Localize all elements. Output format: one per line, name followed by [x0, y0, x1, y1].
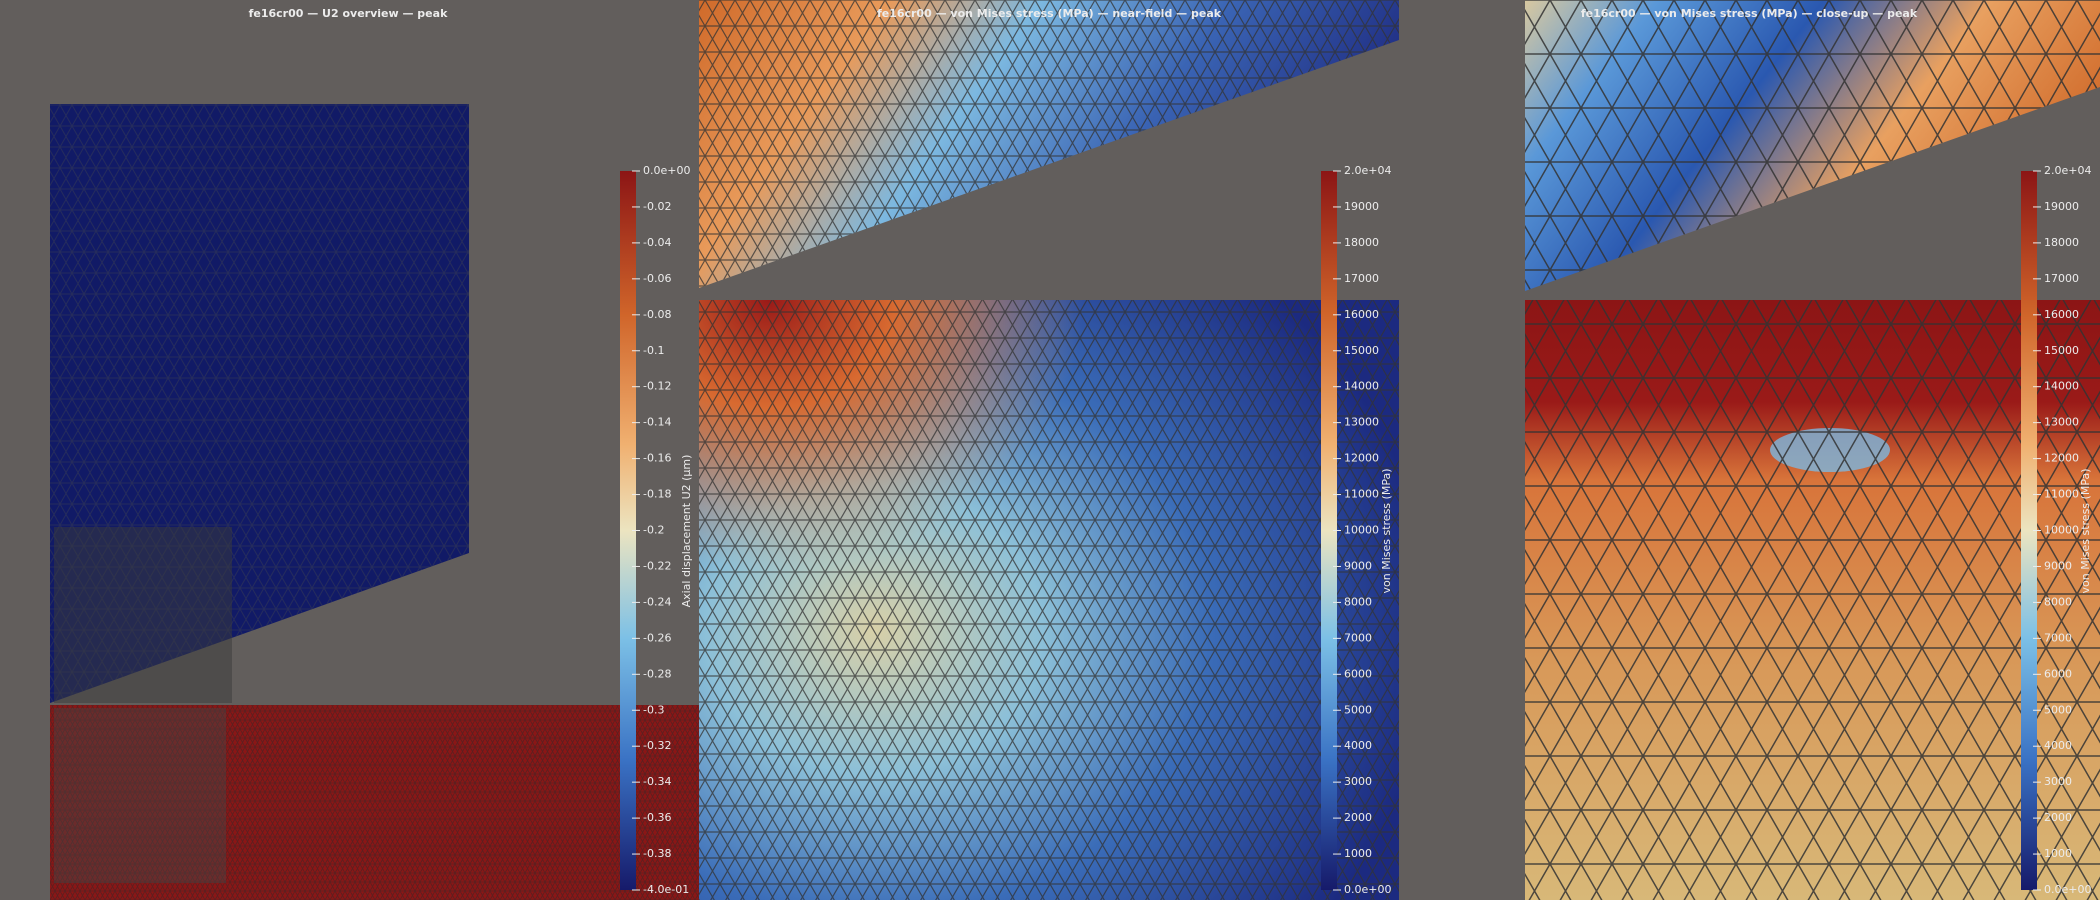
- colorbar-tick-label: 4000: [2044, 739, 2072, 752]
- colorbar-tick-label: -0.16: [643, 452, 671, 465]
- colorbar-tick-label: -0.28: [643, 667, 671, 680]
- mesh-lines: [699, 300, 1399, 900]
- colorbar-tick-label: 1000: [1344, 847, 1372, 860]
- colorbar-tick-label: 17000: [1344, 272, 1379, 285]
- colorbar-tick-label: -0.06: [643, 272, 671, 285]
- colorbar-tick-label: 4000: [1344, 739, 1372, 752]
- colorbar-tick-label: -0.38: [643, 847, 671, 860]
- panel-near-field: fe16cr00 — von Mises stress (MPa) — near…: [699, 0, 1399, 900]
- colorbar-tick-label: 8000: [1344, 595, 1372, 608]
- colorbar-tick-label: 10000: [2044, 524, 2079, 537]
- colorbar-tick-label: 3000: [2044, 775, 2072, 788]
- colorbar-tick-label: 18000: [2044, 236, 2079, 249]
- colorbar-tick-label: 13000: [2044, 416, 2079, 429]
- colorbar-tick-label: 11000: [2044, 488, 2079, 501]
- colorbar-tick-label: 1000: [2044, 847, 2072, 860]
- colorbar-tick-label: -0.34: [643, 775, 671, 788]
- colorbar-tick-label: -0.08: [643, 308, 671, 321]
- colorbar-title: Axial displacement U2 (μm): [680, 455, 693, 608]
- colorbar-tick-label: 2.0e+04: [1344, 164, 1391, 177]
- colorbar-tick-label: -0.2: [643, 524, 664, 537]
- colorbar-title: von Mises stress (MPa): [2079, 469, 2092, 594]
- colorbar-tick-label: 17000: [2044, 272, 2079, 285]
- colorbar-tick-label: -0.1: [643, 344, 664, 357]
- colorbar-tick-label: 9000: [2044, 559, 2072, 572]
- colorbar-tick-label: 7000: [1344, 631, 1372, 644]
- mesh-lines: [1525, 0, 2100, 291]
- colorbar-tick-label: -0.36: [643, 811, 671, 824]
- colorbar-tick-label: 10000: [1344, 524, 1379, 537]
- mesh-lines: [699, 0, 1399, 288]
- colorbar-tick-label: 19000: [2044, 200, 2079, 213]
- colorbar-tick-label: 7000: [2044, 631, 2072, 644]
- colorbar-tick-label: -0.12: [643, 380, 671, 393]
- colorbar-tick-label: 15000: [1344, 344, 1379, 357]
- colorbar-tick-label: 14000: [1344, 380, 1379, 393]
- colorbar-tick-label: 2.0e+04: [2044, 164, 2091, 177]
- colorbar-tick-label: 8000: [2044, 595, 2072, 608]
- colorbar-tick-label: 2000: [1344, 811, 1372, 824]
- colorbar-tick-label: -0.3: [643, 703, 664, 716]
- colorbar-tick-label: -0.18: [643, 488, 671, 501]
- colorbar-tick-label: 5000: [2044, 703, 2072, 716]
- colorbar-tick-label: 5000: [1344, 703, 1372, 716]
- colorbar-tick-label: 0.0e+00: [643, 164, 690, 177]
- colorbar-tick-label: -0.02: [643, 200, 671, 213]
- colorbar-tick-label: 2000: [2044, 811, 2072, 824]
- colorbar-tick-label: 15000: [2044, 344, 2079, 357]
- colorbar-tick-label: 12000: [2044, 452, 2079, 465]
- colorbar-tick-label: 0.0e+00: [2044, 883, 2091, 896]
- colorbar-tick-label: 11000: [1344, 488, 1379, 501]
- overlay: [54, 527, 232, 703]
- colorbar-title: von Mises stress (MPa): [1380, 469, 1393, 594]
- colorbar-tick-label: 14000: [2044, 380, 2079, 393]
- view-title: fe16cr00 — von Mises stress (MPa) — near…: [877, 7, 1222, 20]
- panel-close-up: fe16cr00 — von Mises stress (MPa) — clos…: [1525, 0, 2100, 900]
- colorbar-tick-label: 0.0e+00: [1344, 883, 1391, 896]
- colorbar-tick-label: 19000: [1344, 200, 1379, 213]
- colorbar-tick-label: -4.0e-01: [643, 883, 689, 896]
- colorbar-tick-label: -0.14: [643, 416, 671, 429]
- colorbar-tick-label: -0.24: [643, 595, 671, 608]
- colorbar-tick-label: 12000: [1344, 452, 1379, 465]
- colorbar-tick-label: 6000: [2044, 667, 2072, 680]
- panel-overview: fe16cr00 — U2 overview — peak Axial disp…: [50, 7, 699, 900]
- mesh-lines: [1525, 300, 2100, 900]
- view-title: fe16cr00 — U2 overview — peak: [249, 7, 448, 20]
- colorbar-tick-label: 18000: [1344, 236, 1379, 249]
- colorbar-tick-label: -0.22: [643, 559, 671, 572]
- overlay: [54, 708, 226, 883]
- mesh-lines: [50, 705, 699, 900]
- view-title: fe16cr00 — von Mises stress (MPa) — clos…: [1581, 7, 1918, 20]
- colorbar-tick-label: 16000: [1344, 308, 1379, 321]
- colorbar-tick-label: 13000: [1344, 416, 1379, 429]
- colorbar-tick-label: 6000: [1344, 667, 1372, 680]
- colorbar-tick-label: -0.26: [643, 631, 671, 644]
- colorbar-tick-label: 9000: [1344, 559, 1372, 572]
- colorbar-tick-label: 3000: [1344, 775, 1372, 788]
- colorbar-tick-label: 16000: [2044, 308, 2079, 321]
- colorbar-tick-label: -0.32: [643, 739, 671, 752]
- colorbar-tick-label: -0.04: [643, 236, 671, 249]
